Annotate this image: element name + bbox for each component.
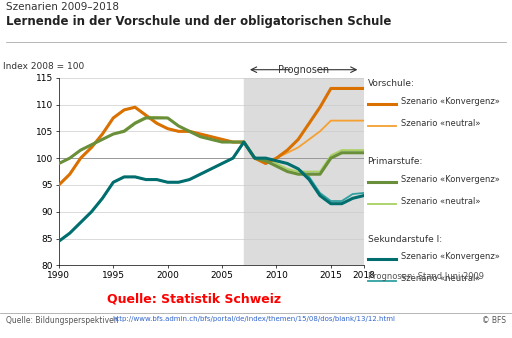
Text: Szenario «Konvergenz»: Szenario «Konvergenz» — [401, 252, 500, 261]
Text: Szenario «neutral»: Szenario «neutral» — [401, 197, 480, 206]
Text: © BFS: © BFS — [482, 316, 506, 325]
Text: Vorschule:: Vorschule: — [368, 79, 415, 89]
Text: Index 2008 = 100: Index 2008 = 100 — [3, 62, 84, 71]
Text: Lernende in der Vorschule und der obligatorischen Schule: Lernende in der Vorschule und der obliga… — [6, 15, 392, 28]
Text: Szenario «Konvergenz»: Szenario «Konvergenz» — [401, 97, 500, 106]
Text: http://www.bfs.admin.ch/bfs/portal/de/index/themen/15/08/dos/blank/13/12.html: http://www.bfs.admin.ch/bfs/portal/de/in… — [113, 316, 396, 322]
Text: Szenario «Konvergenz»: Szenario «Konvergenz» — [401, 175, 500, 184]
Bar — [244, 78, 364, 265]
Text: Szenarien 2009–2018: Szenarien 2009–2018 — [6, 2, 119, 12]
Text: Szenario «neutral»: Szenario «neutral» — [401, 119, 480, 128]
Text: Quelle: Statistik Schweiz: Quelle: Statistik Schweiz — [108, 292, 282, 305]
Text: Szenario «neutral»: Szenario «neutral» — [401, 274, 480, 283]
Text: Primarstufe:: Primarstufe: — [368, 157, 423, 166]
Text: Sekundarstufe I:: Sekundarstufe I: — [368, 235, 442, 244]
Text: Prognosen: Stand Juni 2009: Prognosen: Stand Juni 2009 — [368, 272, 484, 281]
Text: Quelle: Bildungsperspektiven: Quelle: Bildungsperspektiven — [6, 316, 119, 325]
Text: Prognosen: Prognosen — [278, 65, 329, 75]
